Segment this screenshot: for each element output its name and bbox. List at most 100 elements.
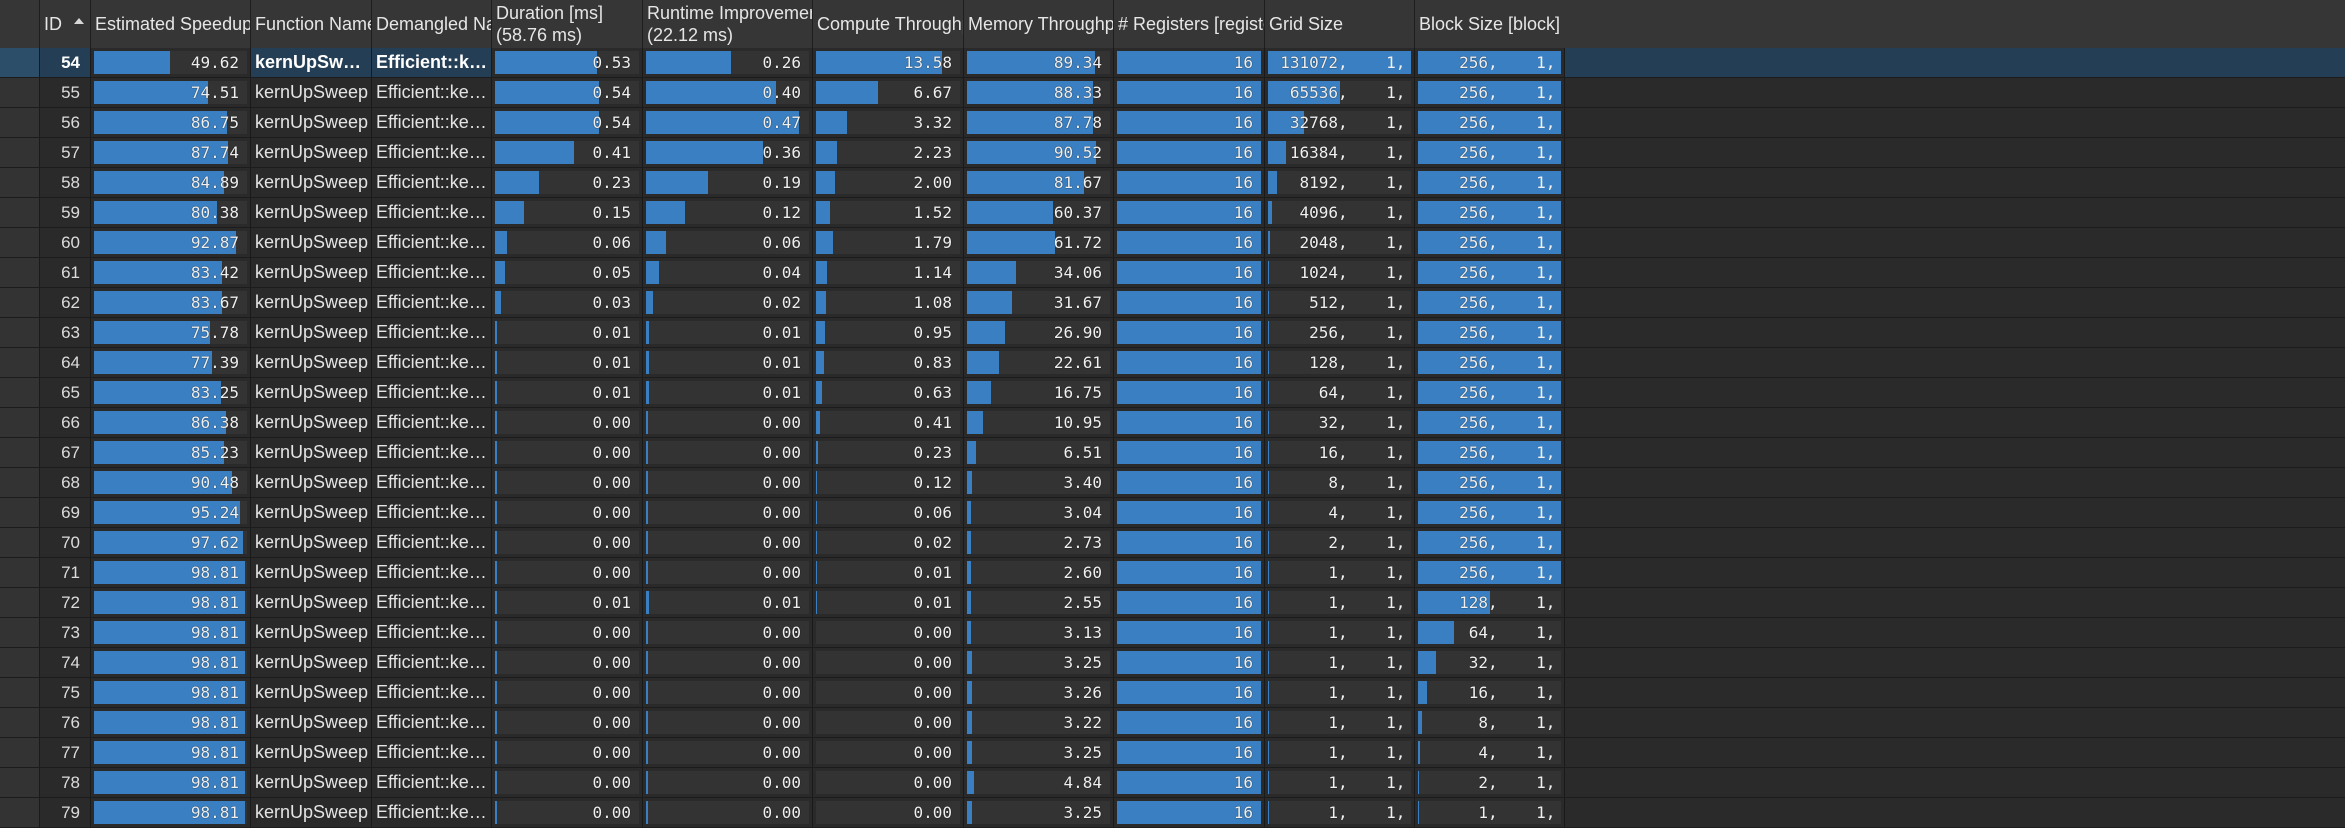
- duration-value: 0.41: [592, 143, 631, 162]
- header-demangled[interactable]: Demangled Name: [372, 0, 492, 48]
- duration-cell: 0.54: [492, 108, 643, 137]
- header-memory[interactable]: Memory Throughput [%]: [964, 0, 1114, 48]
- header-grid[interactable]: Grid Size: [1265, 0, 1415, 48]
- header-runtime-label: Runtime Improvement [ms]: [647, 3, 812, 23]
- speedup-bar: [94, 441, 225, 464]
- row-gutter[interactable]: [0, 168, 40, 197]
- row-gutter[interactable]: [0, 588, 40, 617]
- duration-bar-track: 0.54: [495, 81, 639, 104]
- speedup-cell: 98.81: [91, 648, 251, 677]
- header-gutter[interactable]: [0, 0, 40, 48]
- row-gutter[interactable]: [0, 288, 40, 317]
- row-gutter[interactable]: [0, 228, 40, 257]
- row-gutter[interactable]: [0, 798, 40, 827]
- header-func[interactable]: Function Name: [251, 0, 372, 48]
- row-gutter[interactable]: [0, 468, 40, 497]
- duration-bar-track: 0.01: [495, 321, 639, 344]
- row-gutter[interactable]: [0, 258, 40, 287]
- header-runtime[interactable]: Runtime Improvement [ms](22.12 ms): [643, 0, 813, 48]
- row-gutter[interactable]: [0, 348, 40, 377]
- row-gutter[interactable]: [0, 108, 40, 137]
- row-gutter[interactable]: [0, 618, 40, 647]
- row-gutter[interactable]: [0, 708, 40, 737]
- runtime-value: 0.26: [762, 53, 801, 72]
- memory-bar-track: 2.73: [967, 531, 1110, 554]
- row-gutter[interactable]: [0, 198, 40, 227]
- block-x-value: 1: [1478, 803, 1488, 822]
- duration-value: 0.01: [592, 383, 631, 402]
- demangled-name: Efficient::kernUpSw...: [372, 108, 492, 137]
- function-name: kernUpSweep: [251, 108, 372, 137]
- grid-x-value: 64: [1318, 383, 1338, 402]
- header-registers[interactable]: # Registers [register/thread]: [1114, 0, 1265, 48]
- row-gutter[interactable]: [0, 318, 40, 347]
- duration-bar-track: 0.00: [495, 771, 639, 794]
- row-gutter[interactable]: [0, 678, 40, 707]
- speedup-bar-track: 86.38: [94, 411, 247, 434]
- header-block[interactable]: Block Size [block]: [1415, 0, 2345, 48]
- row-gutter[interactable]: [0, 558, 40, 587]
- grid-x-value: 1: [1328, 713, 1338, 732]
- block-x-value: 256: [1459, 203, 1488, 222]
- demangled-name: Efficient::kernUpSw...: [372, 618, 492, 647]
- demangled-name: Efficient::kernUpSw...: [372, 378, 492, 407]
- row-gutter[interactable]: [0, 78, 40, 107]
- memory-cell: 3.13: [964, 618, 1114, 647]
- speedup-bar: [94, 411, 227, 434]
- row-gutter[interactable]: [0, 528, 40, 557]
- runtime-cell: 0.00: [643, 498, 813, 527]
- memory-bar-track: 90.52: [967, 141, 1110, 164]
- registers-cell: 16: [1114, 168, 1265, 197]
- registers-cell: 16: [1114, 498, 1265, 527]
- row-gutter[interactable]: [0, 648, 40, 677]
- sort-ascending-icon[interactable]: [74, 18, 84, 24]
- row-gutter[interactable]: [0, 738, 40, 767]
- block-dims-rest: , 1, ...: [1488, 53, 1556, 72]
- demangled-name: Efficient::kernUpSw...: [372, 648, 492, 677]
- compute-value: 1.08: [913, 293, 952, 312]
- speedup-bar-track: 92.87: [94, 231, 247, 254]
- header-id[interactable]: ID: [40, 0, 91, 48]
- header-speedup[interactable]: Estimated Speedup [%]: [91, 0, 251, 48]
- block-cell: 256, 1, ...: [1415, 258, 1565, 287]
- runtime-bar: [646, 261, 660, 284]
- runtime-bar: [646, 801, 648, 824]
- registers-bar: [1117, 291, 1261, 314]
- header-duration[interactable]: Duration [ms] (58.76 ms): [492, 0, 643, 48]
- row-gutter[interactable]: [0, 138, 40, 167]
- row-gutter[interactable]: [0, 378, 40, 407]
- row-gutter[interactable]: [0, 498, 40, 527]
- row-gutter[interactable]: [0, 408, 40, 437]
- row-gutter[interactable]: [0, 768, 40, 797]
- header-compute[interactable]: Compute Throughput [%]: [813, 0, 964, 48]
- memory-value: 3.25: [1063, 743, 1102, 762]
- row-gutter[interactable]: [0, 48, 40, 77]
- row-gutter[interactable]: [0, 438, 40, 467]
